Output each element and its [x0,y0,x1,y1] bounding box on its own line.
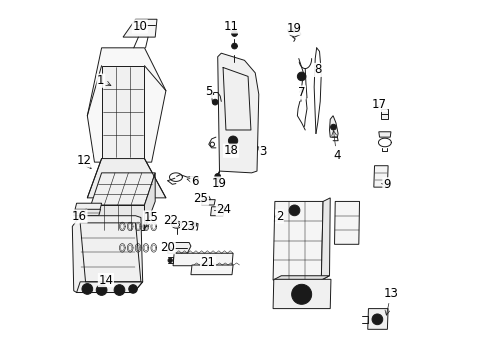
Text: 1: 1 [97,74,111,87]
Polygon shape [123,19,157,37]
Polygon shape [144,173,155,230]
Text: 15: 15 [143,211,158,227]
Text: 12: 12 [77,154,92,169]
Polygon shape [380,109,387,119]
Polygon shape [329,116,337,137]
Text: 21: 21 [200,256,215,269]
Polygon shape [321,198,329,280]
Polygon shape [72,216,142,293]
Circle shape [128,285,137,293]
Polygon shape [287,30,300,37]
Polygon shape [210,207,224,216]
Polygon shape [190,224,198,230]
Text: 20: 20 [160,240,175,254]
Polygon shape [373,166,387,187]
Text: 22: 22 [163,213,177,226]
Text: 19: 19 [212,177,226,190]
Polygon shape [74,209,101,216]
Circle shape [295,288,307,301]
Circle shape [191,222,196,227]
Circle shape [212,99,218,105]
Polygon shape [75,203,102,210]
Polygon shape [217,53,258,173]
Circle shape [114,285,124,296]
Circle shape [214,174,220,179]
Polygon shape [367,309,387,329]
Circle shape [82,284,93,294]
Text: 16: 16 [72,209,87,223]
Text: 8: 8 [313,63,321,76]
Text: 13: 13 [383,287,398,315]
Text: 5: 5 [204,85,213,98]
Text: 11: 11 [223,20,238,33]
Polygon shape [190,265,233,275]
Circle shape [228,136,237,145]
Text: 23: 23 [180,220,195,233]
Circle shape [330,124,336,130]
Polygon shape [102,66,144,158]
Circle shape [371,314,382,325]
Text: 7: 7 [297,86,305,99]
Polygon shape [167,243,190,253]
Text: 10: 10 [132,20,147,33]
Circle shape [291,284,311,304]
Text: 6: 6 [187,175,198,188]
Polygon shape [173,253,233,266]
Text: 17: 17 [371,99,386,112]
Text: 18: 18 [223,144,238,157]
Text: 2: 2 [274,210,283,223]
Text: 9: 9 [381,178,389,191]
Circle shape [297,72,305,81]
Text: 24: 24 [216,203,231,216]
Polygon shape [91,173,155,205]
Text: 3: 3 [257,145,266,158]
Polygon shape [87,48,165,162]
Polygon shape [378,132,390,137]
Polygon shape [91,205,144,230]
Text: 4: 4 [331,131,340,162]
Polygon shape [272,279,330,309]
Polygon shape [87,158,165,198]
Text: 14: 14 [98,274,113,287]
Circle shape [288,205,299,216]
Text: 19: 19 [286,22,302,35]
Circle shape [168,258,172,262]
Circle shape [96,285,107,296]
Polygon shape [272,276,329,280]
Polygon shape [272,202,323,280]
Text: 25: 25 [193,192,208,205]
Circle shape [231,43,237,49]
Polygon shape [201,200,215,205]
Circle shape [231,31,237,36]
Polygon shape [334,202,359,244]
